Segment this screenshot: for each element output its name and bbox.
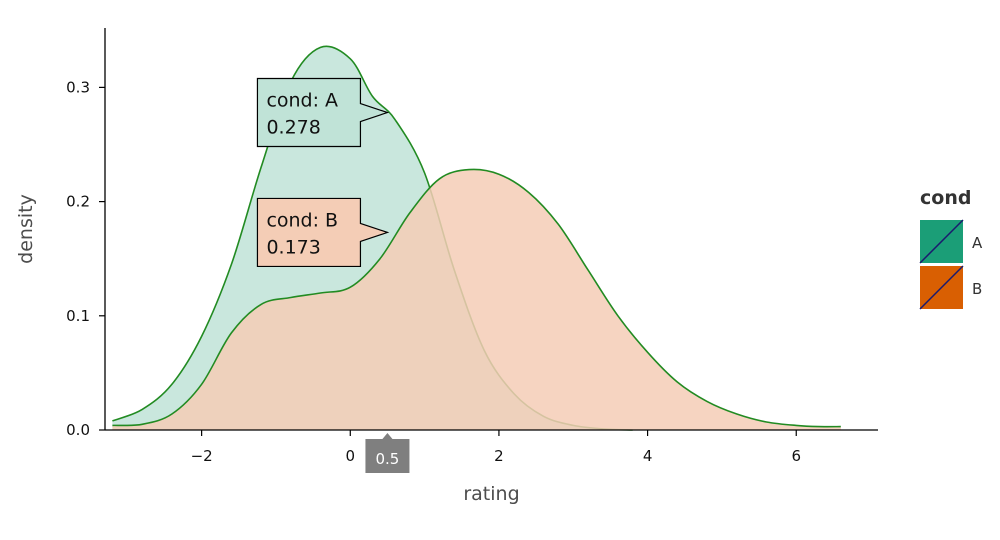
x-ticks: −2 0 2 4 6 [191, 430, 801, 465]
tooltip-box [256, 77, 390, 148]
tooltips: cond: A 0.278 cond: B 0.173 [256, 77, 390, 268]
y-tick-label: 0.0 [66, 421, 90, 439]
density-areas [112, 45, 841, 431]
tooltip-line-1: cond: A [266, 90, 338, 112]
y-tick-label: 0.2 [66, 193, 90, 211]
tooltip-line-1: cond: B [266, 209, 338, 231]
x-axis-title: rating [463, 483, 519, 505]
legend-label: B [972, 280, 982, 298]
tooltip-line-2: 0.278 [266, 117, 320, 139]
legend-item-A: A [919, 219, 983, 264]
legend-title: cond [920, 187, 971, 209]
legend-swatch-line [919, 265, 964, 310]
x-tick-label: 0 [346, 447, 356, 465]
y-ticks: 0.0 0.1 0.2 0.3 [66, 78, 105, 439]
legend-items: AB [919, 219, 983, 310]
y-tick-label: 0.3 [66, 78, 90, 96]
tooltip-A: cond: A 0.278 [256, 77, 390, 148]
tooltip-box [256, 197, 390, 268]
y-tick-label: 0.1 [66, 307, 90, 325]
cursor-label-box [365, 433, 410, 473]
x-cursor[interactable]: 0.5 [365, 433, 410, 473]
legend-label: A [972, 234, 983, 252]
y-axis-title: density [15, 194, 37, 264]
axes: −2 0 2 4 6 0.0 0.1 0.2 0.3 [66, 28, 878, 465]
tooltip-line-2: 0.173 [266, 236, 320, 258]
x-tick-label: 2 [494, 447, 504, 465]
cursor-label: 0.5 [376, 450, 400, 468]
tooltip-B: cond: B 0.173 [256, 197, 390, 268]
legend-item-B: B [919, 265, 982, 310]
legend-swatch-line [919, 219, 964, 264]
x-tick-label: 4 [643, 447, 653, 465]
legend: cond AB [919, 187, 983, 310]
x-tick-label: 6 [791, 447, 801, 465]
density-line-B [112, 168, 841, 428]
x-tick-label: −2 [191, 447, 213, 465]
